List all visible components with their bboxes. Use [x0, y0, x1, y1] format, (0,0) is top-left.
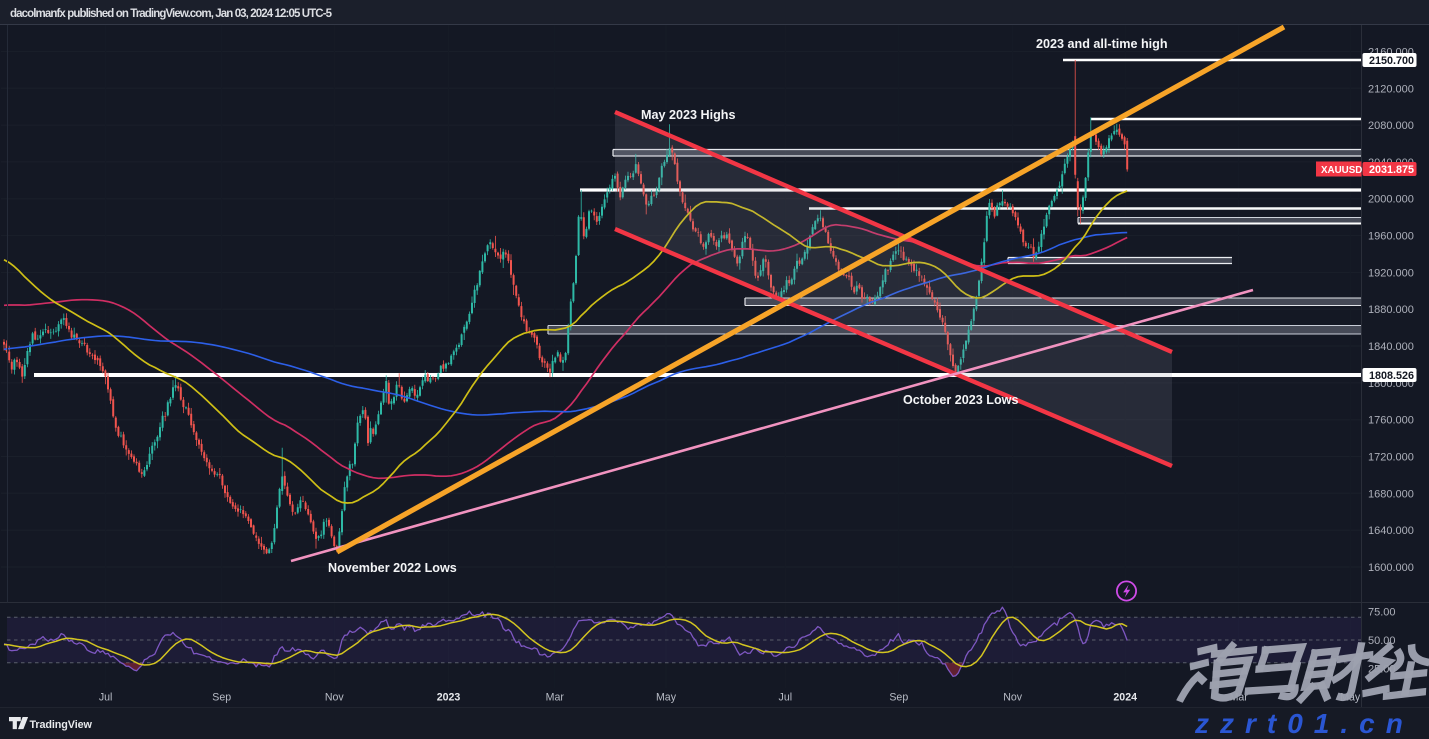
svg-text:1960.000: 1960.000: [1368, 231, 1414, 243]
svg-text:1640.000: 1640.000: [1368, 525, 1414, 537]
svg-text:Mar: Mar: [546, 692, 565, 704]
svg-text:2000.000: 2000.000: [1368, 194, 1414, 206]
svg-text:1880.000: 1880.000: [1368, 304, 1414, 316]
svg-text:Nov: Nov: [1003, 692, 1023, 704]
svg-text:1760.000: 1760.000: [1368, 415, 1414, 427]
svg-text:2024: 2024: [1113, 692, 1137, 704]
svg-text:Nov: Nov: [325, 692, 345, 704]
svg-text:TradingView: TradingView: [30, 719, 93, 731]
svg-text:1680.000: 1680.000: [1368, 488, 1414, 500]
svg-text:1920.000: 1920.000: [1368, 267, 1414, 279]
svg-text:2080.000: 2080.000: [1368, 120, 1414, 132]
svg-text:2150.700: 2150.700: [1369, 55, 1414, 67]
svg-text:2023 and all-time high: 2023 and all-time high: [1036, 37, 1168, 51]
svg-text:Sep: Sep: [889, 692, 908, 704]
svg-text:1720.000: 1720.000: [1368, 452, 1414, 464]
svg-text:zzrt01.cn: zzrt01.cn: [1194, 708, 1414, 739]
svg-text:Sep: Sep: [212, 692, 231, 704]
svg-text:May 2023 Highs: May 2023 Highs: [641, 108, 736, 122]
svg-text:Jul: Jul: [779, 692, 793, 704]
svg-text:1840.000: 1840.000: [1368, 341, 1414, 353]
svg-text:XAUUSD: XAUUSD: [1321, 165, 1362, 176]
svg-text:October 2023 Lows: October 2023 Lows: [903, 393, 1018, 407]
svg-text:1600.000: 1600.000: [1368, 562, 1414, 574]
svg-text:1808.526: 1808.526: [1369, 370, 1414, 382]
svg-text:May: May: [656, 692, 677, 704]
svg-text:2120.000: 2120.000: [1368, 83, 1414, 95]
svg-text:75.00: 75.00: [1368, 607, 1396, 619]
svg-text:Jul: Jul: [99, 692, 113, 704]
svg-text:2023: 2023: [437, 692, 461, 704]
svg-text:November 2022 Lows: November 2022 Lows: [328, 561, 457, 575]
svg-text:2031.875: 2031.875: [1369, 164, 1414, 176]
svg-text:dacolmanfx published on Tradin: dacolmanfx published on TradingView.com,…: [10, 8, 333, 20]
